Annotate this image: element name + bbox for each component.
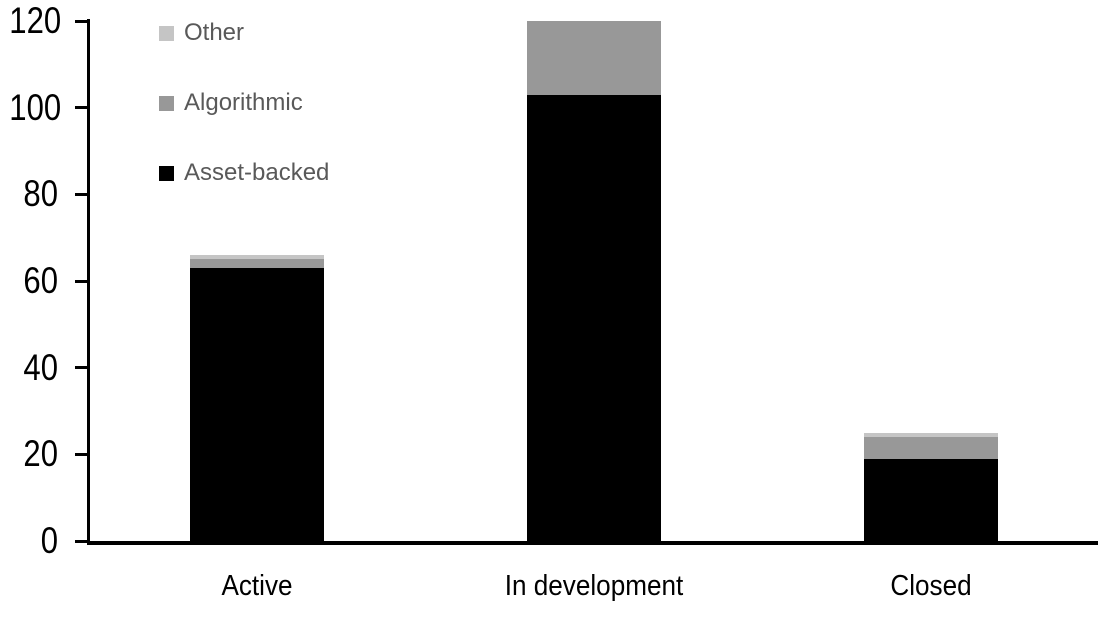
y-axis-tick [75,452,88,456]
bar-segment-algorithmic [864,437,998,459]
y-axis-tick-label: 0 [40,520,58,561]
y-axis-tick [75,366,88,370]
legend-item-algorithmic: Algorithmic [159,89,303,116]
legend-swatch-icon [159,165,174,181]
bar-segment-asset-backed [190,268,324,541]
y-axis-tick-label: 120 [9,0,62,41]
bar-segment-algorithmic [527,21,661,95]
bar-segment-algorithmic [190,259,324,268]
y-axis-tick-label: 100 [9,86,62,128]
legend-item-other: Other [159,19,245,46]
y-axis-tick [75,192,88,196]
x-axis-line [87,541,1098,545]
bar-active [190,255,324,541]
bar-segment-other [864,432,998,438]
legend-item-label: Asset-backed [184,159,330,186]
bar-in-development [527,21,661,541]
x-axis-category-label: Closed [890,569,972,602]
legend-item-label: Algorithmic [184,89,303,116]
y-axis-tick [75,539,88,543]
y-axis-tick [75,106,88,110]
bar-segment-asset-backed [527,94,661,541]
y-axis-line [87,19,90,545]
x-axis-category-label: Active [221,569,293,602]
y-axis-tick [75,279,88,283]
legend-item-label: Other [184,19,245,46]
bar-segment-asset-backed [864,458,998,541]
legend-swatch-icon [159,95,174,111]
x-axis-category-label: In development [504,569,684,602]
y-axis-tick-label: 60 [23,260,58,301]
bar-closed [864,432,998,541]
y-axis-tick [75,19,88,23]
legend-swatch-icon [159,25,174,41]
bar-segment-other [190,255,324,260]
y-axis-tick-label: 20 [23,433,58,475]
y-axis-tick-label: 80 [23,173,58,215]
legend-item-asset-backed: Asset-backed [159,159,330,186]
y-axis-tick-label: 40 [23,346,58,388]
